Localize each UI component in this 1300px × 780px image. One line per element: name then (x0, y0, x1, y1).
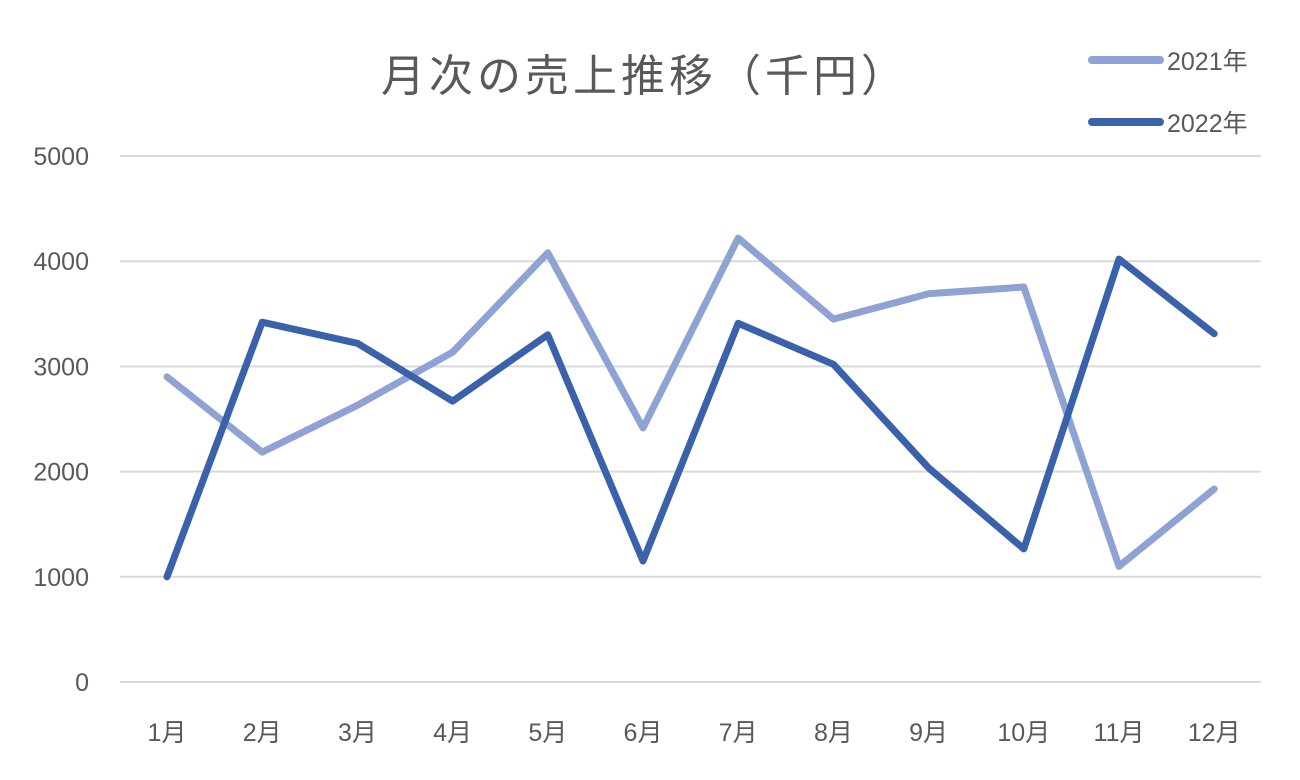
y-tick-label: 3000 (33, 353, 89, 381)
x-tick-label: 12月 (1188, 719, 1241, 747)
series-line-2022年 (163, 255, 1218, 581)
legend-line-swatch-icon (1088, 118, 1164, 126)
x-tick-label: 8月 (814, 719, 853, 747)
chart-title: 月次の売上推移（千円） (381, 51, 909, 102)
y-tick-label: 1000 (33, 564, 89, 592)
legend-item-2022: 2022年 (1088, 102, 1248, 142)
x-tick-label: 11月 (1094, 719, 1145, 747)
y-axis-labels: 0 1000 2000 3000 4000 5000 (33, 143, 89, 697)
series-line-2021年 (163, 234, 1218, 570)
x-tick-label: 10月 (997, 719, 1050, 747)
x-axis-labels: 1月 2月 3月 4月 5月 6月 7月 8月 9月 10月 11月 12月 (148, 719, 1241, 747)
gridlines (120, 155, 1261, 683)
legend-label: 2022年 (1167, 110, 1248, 138)
y-tick-label: 0 (75, 669, 89, 697)
x-tick-label: 9月 (909, 719, 948, 747)
y-tick-label: 4000 (33, 248, 89, 276)
legend-line-swatch-icon (1088, 56, 1164, 64)
x-tick-label: 3月 (338, 719, 377, 747)
legend: 2021年 2022年 (1088, 40, 1248, 164)
x-tick-label: 1月 (148, 719, 187, 747)
x-tick-label: 4月 (433, 719, 472, 747)
x-tick-label: 6月 (624, 719, 663, 747)
series-lines (163, 234, 1218, 581)
legend-label: 2021年 (1167, 48, 1248, 76)
x-tick-label: 5月 (528, 719, 567, 747)
x-tick-label: 7月 (719, 719, 758, 747)
y-tick-label: 5000 (33, 143, 89, 171)
x-tick-label: 2月 (243, 719, 282, 747)
legend-item-2021: 2021年 (1088, 40, 1248, 80)
y-tick-label: 2000 (33, 459, 89, 487)
